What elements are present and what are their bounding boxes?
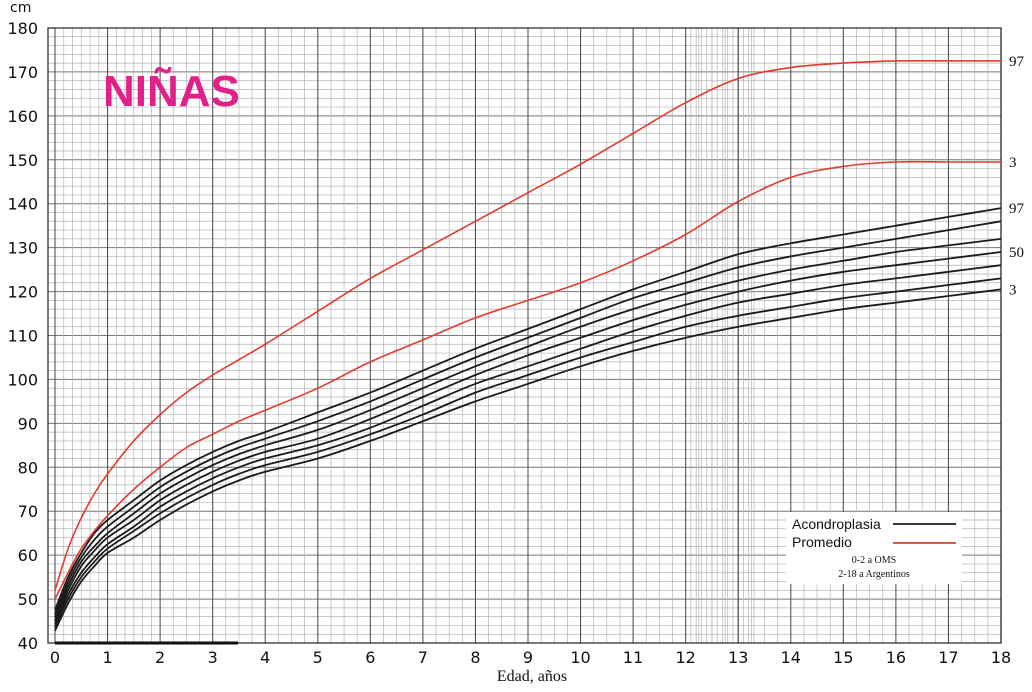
percentile-labels: 97 50 3 97 3 bbox=[1009, 54, 1025, 298]
x-tick-label: 9 bbox=[523, 648, 533, 667]
chart-title: NIÑAS bbox=[103, 66, 240, 116]
x-tick-label: 11 bbox=[623, 648, 643, 667]
y-tick-label: 60 bbox=[18, 546, 38, 565]
x-tick-label: 18 bbox=[991, 648, 1011, 667]
y-tick-label: 100 bbox=[7, 370, 38, 389]
y-tick-label: 150 bbox=[7, 151, 38, 170]
y-tick-label: 120 bbox=[7, 283, 38, 302]
percentile-label-acondroplasia-50: 50 bbox=[1009, 245, 1024, 261]
x-tick-label: 16 bbox=[886, 648, 906, 667]
legend-note-oms: 0-2 a OMS bbox=[852, 555, 896, 566]
x-tick-label: 8 bbox=[470, 648, 480, 667]
y-tick-label: 160 bbox=[7, 107, 38, 126]
y-tick-label: 170 bbox=[7, 63, 38, 82]
x-tick-label: 17 bbox=[938, 648, 958, 667]
x-tick-label: 4 bbox=[260, 648, 270, 667]
y-tick-label: 40 bbox=[18, 634, 38, 653]
series-line-acondroplasia-0 bbox=[54, 207, 1002, 611]
y-tick-label: 110 bbox=[7, 327, 38, 346]
x-tick-label: 12 bbox=[675, 648, 695, 667]
series-line-acondroplasia-3 bbox=[54, 251, 1002, 622]
x-tick-label: 15 bbox=[833, 648, 853, 667]
y-axis-unit: cm bbox=[10, 0, 31, 16]
series-line-acondroplasia-1 bbox=[54, 220, 1002, 615]
x-tick-label: 1 bbox=[102, 648, 112, 667]
legend-label-promedio: Promedio bbox=[792, 534, 852, 550]
percentile-label-promedio-97: 97 bbox=[1009, 54, 1025, 70]
series-line-acondroplasia-2 bbox=[54, 238, 1002, 618]
x-tick-label: 13 bbox=[728, 648, 748, 667]
series-line-promedio-8 bbox=[54, 160, 1001, 600]
percentile-label-promedio-3: 3 bbox=[1009, 155, 1017, 171]
plot-frame bbox=[47, 27, 1002, 644]
y-tick-label: 180 bbox=[7, 19, 38, 38]
percentile-label-acondroplasia-3: 3 bbox=[1009, 282, 1017, 298]
series-line-acondroplasia-6 bbox=[54, 288, 1002, 632]
y-tick-label: 80 bbox=[18, 458, 38, 477]
legend-note-argentinos: 2-18 a Argentinos bbox=[838, 569, 910, 580]
series-line-acondroplasia-4 bbox=[54, 264, 1002, 625]
x-tick-label: 10 bbox=[570, 648, 590, 667]
x-axis-title: Edad, años bbox=[497, 668, 567, 685]
x-tick-label: 14 bbox=[781, 648, 801, 667]
series-line-promedio-7 bbox=[54, 59, 1001, 591]
y-tick-label: 140 bbox=[7, 195, 38, 214]
y-tick-label: 90 bbox=[18, 414, 38, 433]
percentile-label-acondroplasia-97: 97 bbox=[1009, 201, 1025, 217]
x-tick-label: 3 bbox=[208, 648, 218, 667]
y-tick-label: 130 bbox=[7, 239, 38, 258]
x-tick-label: 2 bbox=[155, 648, 165, 667]
series bbox=[54, 59, 1002, 632]
ticks: 0 1 2 3 4 5 6 7 8 9 10 11 12 13 14 15 16 17 18405060708090… bbox=[7, 19, 1011, 667]
series-line-acondroplasia-5 bbox=[54, 277, 1002, 628]
x-tick-label: 7 bbox=[418, 648, 428, 667]
x-tick-label: 0 bbox=[50, 648, 60, 667]
y-tick-label: 70 bbox=[18, 502, 38, 521]
x-tick-label: 6 bbox=[365, 648, 375, 667]
y-tick-label: 50 bbox=[18, 590, 38, 609]
legend-label-acondroplasia: Acondroplasia bbox=[792, 516, 881, 532]
x-tick-label: 5 bbox=[313, 648, 323, 667]
legend: Acondroplasia Promedio 0-2 a OMS 2-18 a … bbox=[786, 512, 962, 584]
